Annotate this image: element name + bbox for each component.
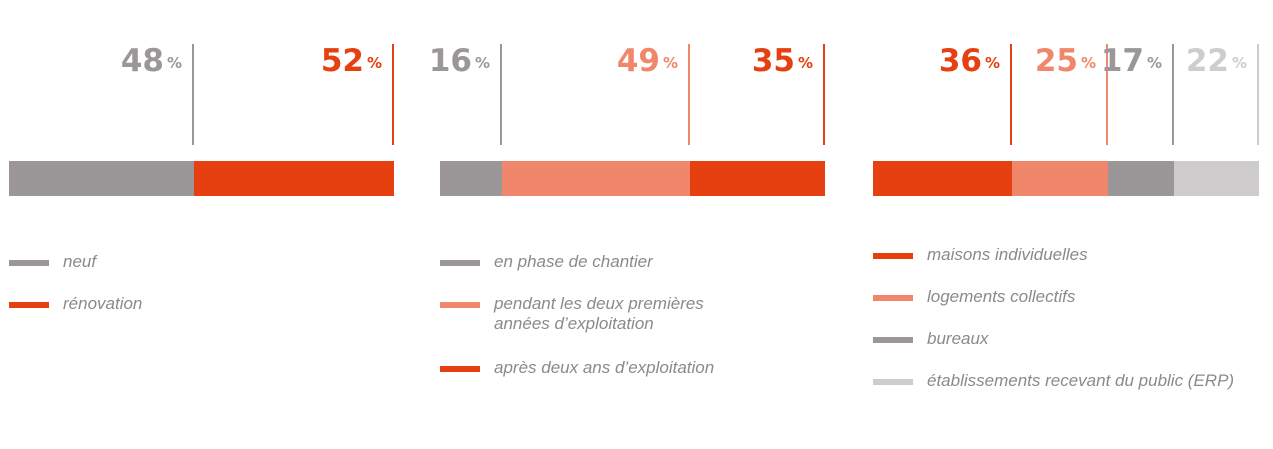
divider-line [192,44,194,145]
percent-symbol: % [1080,54,1096,72]
legend-item-renovation: rénovation [9,294,393,314]
bar-segment-bureaux [1108,161,1174,196]
legend-swatch [9,260,49,266]
bar-segment-etablissements-recevant-du-public-erp [1174,161,1259,196]
legend-swatch [873,295,913,301]
percent-value: 16 [428,43,472,79]
legend-swatch [873,379,913,385]
bar-segment-pendant-les-deux-premieres-annees-d-exploitation [502,161,690,196]
bar-segment-maisons-individuelles [873,161,1012,196]
chart-neuf-renovation: 48% 52% neuf rénovation [9,0,394,449]
legend-swatch [440,302,480,308]
legend-item-etablissements-recevant-du-public-erp: établissements recevant du public (ERP) [873,371,1237,391]
legend-item-maisons-individuelles: maisons individuelles [873,245,1237,265]
percent-label-en-phase-de-chantier: 16% [330,43,490,79]
legend-label: pendant les deux premières années d’expl… [494,294,704,333]
legend-label: en phase de chantier [494,252,653,271]
percent-symbol: % [1146,54,1162,72]
bar-segment-apres-deux-ans-d-exploitation [690,161,825,196]
percent-value: 17 [1100,43,1144,79]
legend-label: rénovation [63,294,143,313]
percent-label-bureaux: 17% [1002,43,1162,79]
percent-value: 48 [120,43,164,79]
percent-value: 49 [616,43,660,79]
divider-line [1257,44,1259,145]
percent-label-renovation: 52% [222,43,382,79]
divider-line [1172,44,1174,145]
percent-label-etablissements-recevant-du-public-erp: 22% [1087,43,1247,79]
legend-label: neuf [63,252,97,271]
legend-swatch [873,337,913,343]
percent-symbol: % [984,54,1000,72]
divider-line [1106,44,1108,145]
percent-symbol: % [797,54,813,72]
divider-line [1010,44,1012,145]
percent-value: 25 [1034,43,1078,79]
divider-line [392,44,394,145]
percent-symbol: % [1231,54,1247,72]
percent-symbol: % [366,54,382,72]
divider-line [688,44,690,145]
chart-building-types: 36% 25% 17% 22% maisons individuelles logemen… [873,0,1259,449]
legend-swatch [9,302,49,308]
percent-value: 36 [938,43,982,79]
percent-value: 22 [1185,43,1229,79]
percent-symbol: % [474,54,490,72]
percent-value: 52 [320,43,364,79]
divider-line [823,44,825,145]
legend-item-apres-deux-ans-d-exploitation: après deux ans d’exploitation [440,358,764,378]
percent-symbol: % [166,54,182,72]
legend-item-en-phase-de-chantier: en phase de chantier [440,252,764,272]
legend-item-logements-collectifs: logements collectifs [873,287,1237,307]
percent-symbol: % [662,54,678,72]
legend-label: maisons individuelles [927,245,1088,264]
chart-phases: 16% 49% 35% en phase de chantier pendant les… [429,0,825,449]
legend-swatch [873,253,913,259]
legend-swatch [440,366,480,372]
bar-segment-en-phase-de-chantier [440,161,502,196]
legend-swatch [440,260,480,266]
legend-label: établissements recevant du public (ERP) [927,371,1235,390]
legend-label: après deux ans d’exploitation [494,358,715,377]
percent-value: 35 [751,43,795,79]
legend-label: bureaux [927,329,989,348]
legend-item-pendant-les-deux-premieres-annees-d-exploitation: pendant les deux premières années d’expl… [440,294,764,334]
bar-segment-renovation [194,161,394,196]
percent-label-apres-deux-ans-d-exploitation: 35% [653,43,813,79]
percent-label-maisons-individuelles: 36% [840,43,1000,79]
percent-label-pendant-les-deux-premieres-annees-d-exploitation: 49% [518,43,678,79]
percent-label-logements-collectifs: 25% [936,43,1096,79]
legend-item-bureaux: bureaux [873,329,1237,349]
legend-item-neuf: neuf [9,252,393,272]
percent-label-neuf: 48% [22,43,182,79]
bar-segment-neuf [9,161,194,196]
bar-segment-logements-collectifs [1012,161,1108,196]
legend-label: logements collectifs [927,287,1076,306]
divider-line [500,44,502,145]
